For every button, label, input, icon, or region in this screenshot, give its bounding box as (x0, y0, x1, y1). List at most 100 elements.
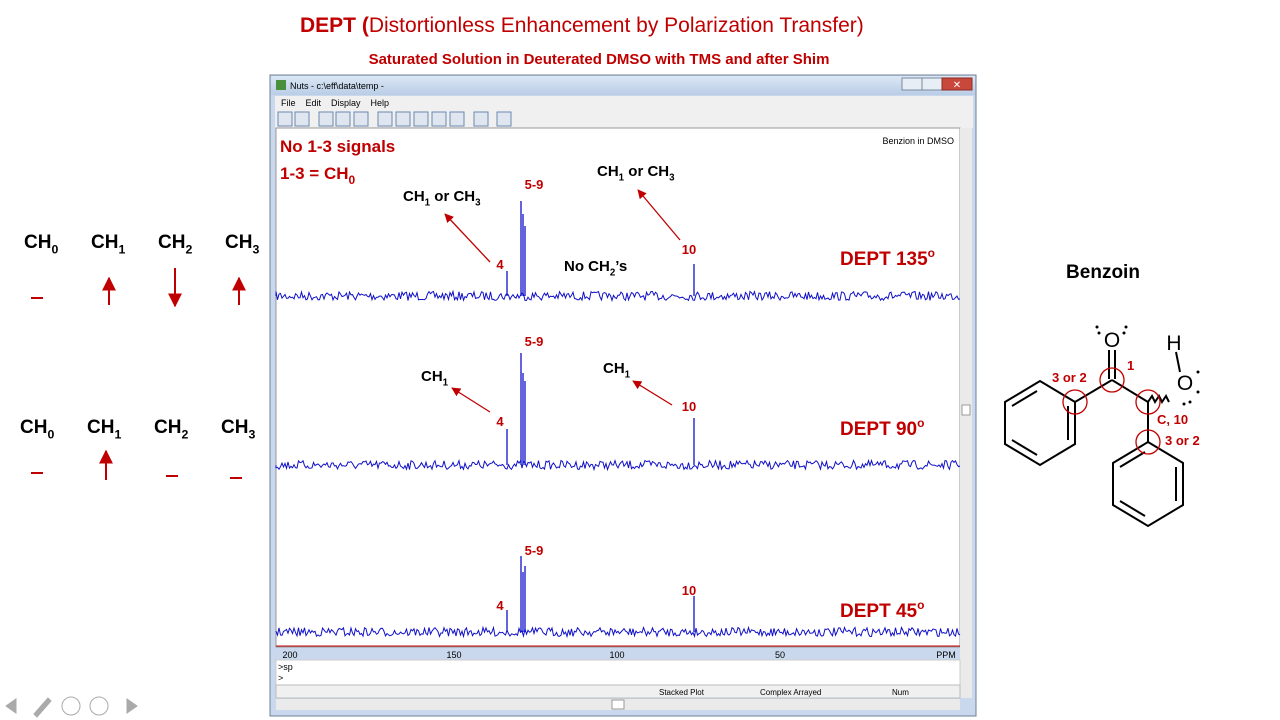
toolbar-button[interactable] (449, 111, 465, 127)
annotation-arrow (632, 380, 673, 406)
toolbar-button[interactable] (496, 111, 512, 127)
text: CH (87, 417, 114, 438)
pen-tool[interactable] (33, 697, 52, 718)
plot-area (275, 127, 961, 648)
slide-navigation (5, 696, 138, 718)
peak-label: 5-9 (525, 543, 544, 558)
lone-pairs (1095, 325, 1200, 406)
text: CH (225, 232, 252, 253)
legend-symbols (31, 268, 246, 480)
toolbar (277, 111, 512, 127)
molecule: Benzoin O H O (1004, 262, 1200, 528)
status-field: Stacked Plot (659, 688, 705, 697)
title-bold: DEPT ( (300, 14, 369, 37)
plot-label: Benzion in DMSO (882, 136, 954, 146)
toolbar-button[interactable] (473, 111, 489, 127)
spectra (275, 201, 961, 639)
status-bar (275, 684, 961, 699)
experiment-label: DEPT 90o (840, 416, 924, 440)
close-button[interactable] (941, 77, 973, 91)
toolbar-button[interactable] (377, 111, 393, 127)
carbon-highlights (1062, 367, 1161, 455)
carbon-label: 3 or 2 (1052, 370, 1087, 385)
atom: H (1166, 332, 1181, 355)
text: CH (158, 232, 185, 253)
toolbar-button[interactable] (335, 111, 351, 127)
superscript: o (917, 598, 924, 612)
text: DEPT 135 (840, 249, 928, 270)
toolbar-button[interactable] (395, 111, 411, 127)
peak-label: 10 (682, 242, 696, 257)
text: CH (421, 368, 443, 385)
peak-label: 10 (682, 399, 696, 414)
menu-item[interactable]: File (281, 98, 296, 108)
minimize-button[interactable] (901, 77, 923, 91)
text: CH (603, 360, 625, 377)
text: CH (91, 232, 118, 253)
menu-item[interactable]: Display (331, 98, 361, 108)
slide-title: DEPT (Distortionless Enhancement by Pola… (300, 14, 864, 37)
atom: O (1177, 372, 1193, 395)
legend-label: CH1 (87, 417, 121, 442)
peak-label: 5-9 (525, 177, 544, 192)
slide-subtitle: Saturated Solution in Deuterated DMSO wi… (369, 51, 830, 68)
panel-note: No CH2’s (564, 258, 627, 279)
menu-item[interactable]: Edit (306, 98, 322, 108)
slides-button[interactable] (61, 696, 81, 716)
subscript: 1 (625, 370, 631, 381)
text: CH (221, 417, 248, 438)
note-subscript: 0 (349, 173, 356, 187)
svg-text:✕: ✕ (953, 80, 961, 91)
subscript: 2 (181, 428, 188, 442)
subscript: 3 (252, 243, 259, 257)
command-area[interactable] (275, 659, 961, 686)
text: CH (154, 417, 181, 438)
peak-label: 4 (496, 257, 504, 272)
peak-assignment: CH1 (421, 368, 449, 389)
window-title: Nuts - c:\eff\data\temp - (290, 81, 384, 91)
more-button[interactable] (89, 696, 109, 716)
legend-label: CH0 (20, 417, 54, 442)
x-axis-label: PPM (936, 650, 956, 660)
subscript: 3 (475, 198, 481, 209)
superscript: o (917, 416, 924, 430)
nuts-window: Nuts - c:\eff\data\temp - ✕ File Edit Disp… (269, 74, 977, 717)
legend-label: CH2 (154, 417, 188, 442)
toolbar-button[interactable] (413, 111, 429, 127)
menu-item[interactable]: Help (371, 98, 390, 108)
legend-label: CH2 (158, 232, 192, 257)
subscript: 1 (619, 173, 625, 184)
text: CH (597, 163, 619, 180)
toolbar-button[interactable] (318, 111, 334, 127)
text: ’s (615, 258, 627, 275)
status-field: Num (892, 688, 909, 697)
maximize-button[interactable] (921, 77, 943, 91)
toolbar-button[interactable] (431, 111, 447, 127)
experiment-label: DEPT 45o (840, 598, 924, 622)
command-line: > (278, 673, 283, 683)
text: CH (403, 188, 425, 205)
toolbar-button[interactable] (294, 111, 310, 127)
spectrum-trace (275, 625, 961, 639)
carbon-label: 3 or 2 (1165, 433, 1200, 448)
text: No CH (564, 258, 610, 275)
subscript: 3 (248, 428, 255, 442)
subscript: 2 (610, 268, 616, 279)
superscript: o (928, 246, 935, 260)
legend-label: CH1 (91, 232, 125, 257)
peak-assignment: CH1 or CH3 (403, 188, 481, 209)
text: CH (24, 232, 51, 253)
toolbar-button[interactable] (277, 111, 293, 127)
subscript: 3 (669, 173, 675, 184)
legend-label: CH3 (225, 232, 259, 257)
peak-label: 5-9 (525, 334, 544, 349)
status-field: Complex Arrayed (760, 688, 821, 697)
previous-slide[interactable] (5, 698, 17, 714)
toolbar-button[interactable] (353, 111, 369, 127)
next-slide[interactable] (126, 698, 138, 714)
command-line: >sp (278, 662, 293, 672)
legend-label: CH3 (221, 417, 255, 442)
peak-label: 4 (496, 598, 504, 613)
text: or CH (624, 163, 669, 180)
